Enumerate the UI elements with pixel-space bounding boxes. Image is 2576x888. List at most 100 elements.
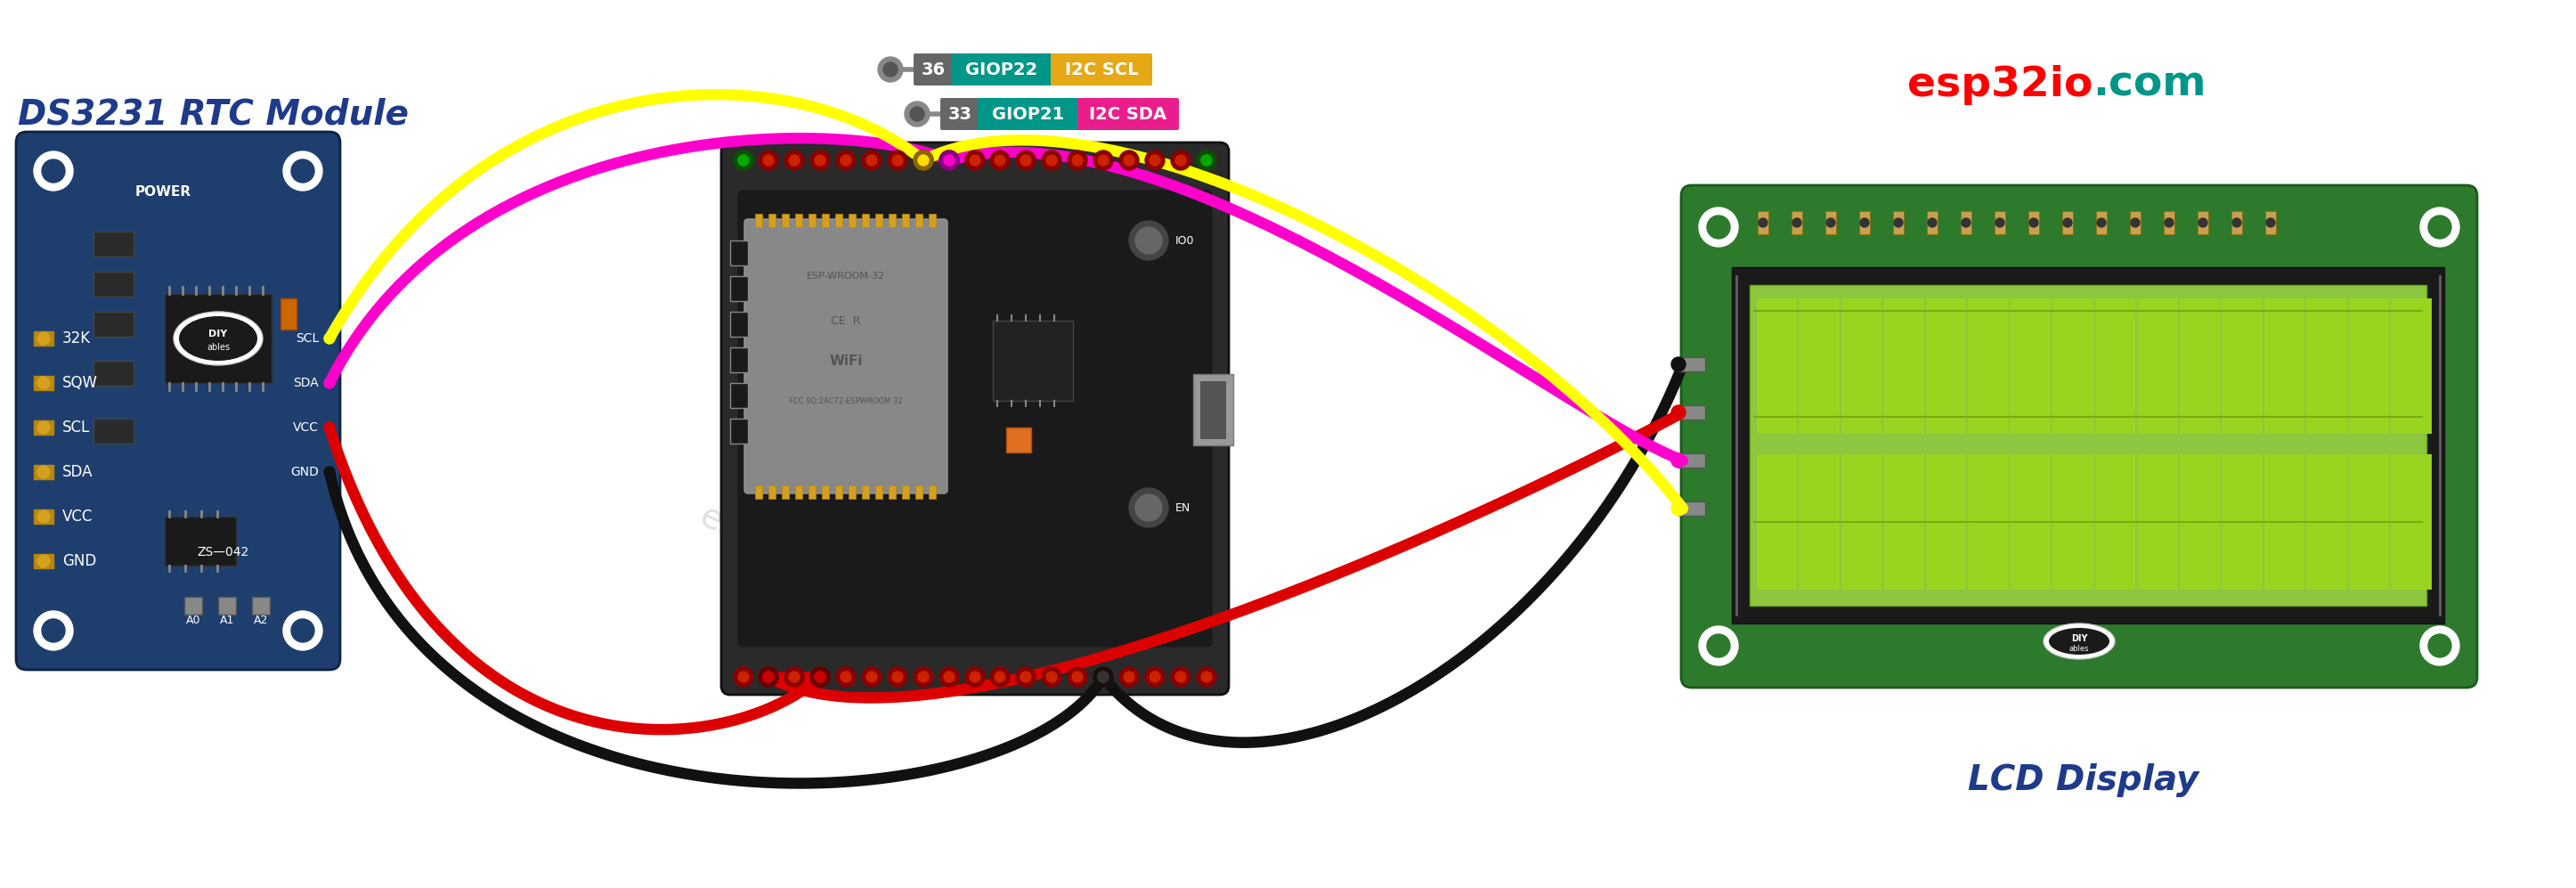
Circle shape xyxy=(788,671,799,682)
Circle shape xyxy=(788,155,799,166)
FancyBboxPatch shape xyxy=(15,131,340,670)
Circle shape xyxy=(739,671,750,682)
Text: A0: A0 xyxy=(185,614,201,626)
Circle shape xyxy=(1097,671,1108,682)
Bar xyxy=(930,214,935,227)
Bar xyxy=(2349,455,2391,590)
Text: FCC 9D:2AC72-ESPWROOM 32: FCC 9D:2AC72-ESPWROOM 32 xyxy=(788,397,902,405)
Circle shape xyxy=(994,671,1005,682)
Text: SCL: SCL xyxy=(62,419,90,435)
Text: .com: .com xyxy=(2092,65,2205,105)
Circle shape xyxy=(814,155,824,166)
Bar xyxy=(902,486,909,499)
Bar xyxy=(2179,455,2221,590)
Circle shape xyxy=(2421,626,2460,665)
Circle shape xyxy=(940,667,958,686)
Bar xyxy=(835,486,842,499)
Circle shape xyxy=(1092,667,1113,686)
Bar xyxy=(281,298,296,329)
Circle shape xyxy=(1123,671,1133,682)
Bar xyxy=(93,312,134,337)
Circle shape xyxy=(866,155,876,166)
Bar xyxy=(1927,211,1937,234)
Circle shape xyxy=(2421,208,2460,247)
Bar xyxy=(1790,211,1803,234)
Circle shape xyxy=(914,151,933,170)
Circle shape xyxy=(1175,155,1185,166)
Circle shape xyxy=(1092,151,1113,170)
Circle shape xyxy=(969,671,981,682)
Text: I2C SCL: I2C SCL xyxy=(1064,61,1139,78)
Circle shape xyxy=(786,667,804,686)
Bar xyxy=(2223,298,2262,433)
Bar xyxy=(835,214,842,227)
Circle shape xyxy=(989,667,1010,686)
Circle shape xyxy=(909,107,925,121)
Ellipse shape xyxy=(2048,628,2110,654)
Circle shape xyxy=(969,155,981,166)
Circle shape xyxy=(734,151,752,170)
Circle shape xyxy=(1700,208,1739,247)
Text: A2: A2 xyxy=(252,614,268,626)
Bar xyxy=(1968,455,2009,590)
Circle shape xyxy=(2429,634,2452,657)
Circle shape xyxy=(283,611,322,650)
Circle shape xyxy=(1072,155,1082,166)
Bar xyxy=(2306,298,2347,433)
Circle shape xyxy=(811,667,829,686)
Circle shape xyxy=(1793,218,1801,227)
Bar xyxy=(2012,298,2050,433)
Bar xyxy=(1731,267,2445,623)
Circle shape xyxy=(1198,151,1216,170)
Circle shape xyxy=(904,101,930,126)
Bar xyxy=(1757,298,1798,433)
Bar xyxy=(863,486,868,499)
Circle shape xyxy=(1123,155,1133,166)
Bar xyxy=(2231,211,2241,234)
Circle shape xyxy=(914,667,933,686)
Circle shape xyxy=(837,667,855,686)
Circle shape xyxy=(966,151,984,170)
Circle shape xyxy=(325,377,335,388)
Circle shape xyxy=(1198,151,1216,170)
Circle shape xyxy=(1072,671,1082,682)
Circle shape xyxy=(1200,155,1211,166)
Bar xyxy=(729,347,747,372)
Text: GIOP21: GIOP21 xyxy=(992,106,1064,123)
Circle shape xyxy=(943,155,956,166)
Bar xyxy=(889,486,896,499)
Circle shape xyxy=(1700,626,1739,665)
FancyBboxPatch shape xyxy=(951,53,1054,85)
Circle shape xyxy=(1015,667,1036,686)
Text: 32K: 32K xyxy=(62,330,90,346)
Circle shape xyxy=(1172,667,1190,686)
Bar xyxy=(93,232,134,257)
Bar xyxy=(33,510,54,524)
Circle shape xyxy=(1672,405,1685,419)
Bar xyxy=(729,312,747,337)
Circle shape xyxy=(739,155,750,166)
Bar xyxy=(1960,211,1971,234)
Ellipse shape xyxy=(2043,623,2115,659)
Bar xyxy=(992,321,1074,400)
Bar xyxy=(219,597,237,614)
Text: POWER: POWER xyxy=(134,185,191,198)
Circle shape xyxy=(917,155,930,166)
Circle shape xyxy=(1041,667,1061,686)
Text: ZS—042: ZS—042 xyxy=(198,546,250,559)
Circle shape xyxy=(1708,216,1731,239)
Bar xyxy=(1927,298,1965,433)
Circle shape xyxy=(837,151,855,170)
Bar xyxy=(2391,298,2432,433)
Circle shape xyxy=(1672,454,1685,468)
Bar xyxy=(889,214,896,227)
Circle shape xyxy=(1118,151,1139,170)
Bar xyxy=(1798,298,1839,433)
Circle shape xyxy=(1136,495,1162,521)
Bar xyxy=(2012,455,2050,590)
Circle shape xyxy=(878,57,904,82)
Text: ESP-WROOM-32: ESP-WROOM-32 xyxy=(806,272,886,281)
Bar xyxy=(914,486,922,499)
FancyBboxPatch shape xyxy=(979,98,1079,130)
Bar xyxy=(1680,454,1705,468)
